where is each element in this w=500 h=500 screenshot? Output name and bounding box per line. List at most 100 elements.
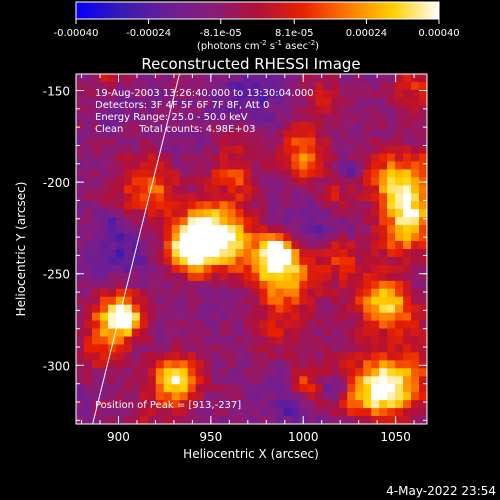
heatmap-cell xyxy=(363,416,372,424)
heatmap-cell xyxy=(251,288,261,298)
heatmap-cell xyxy=(291,233,300,242)
heatmap-cell xyxy=(387,201,396,210)
heatmap-cell xyxy=(76,328,85,338)
heatmap-cell xyxy=(171,320,181,330)
heatmap-cell xyxy=(387,81,396,91)
heatmap-cell xyxy=(395,113,404,123)
heatmap-cell xyxy=(403,400,412,409)
heatmap-cell xyxy=(395,368,404,377)
heatmap-cell xyxy=(115,312,125,322)
heatmap-cell xyxy=(347,256,356,266)
heatmap-cell xyxy=(379,392,388,401)
heatmap-cell xyxy=(259,272,269,282)
heatmap-cell xyxy=(275,376,285,385)
heatmap-cell xyxy=(323,193,332,202)
heatmap-cell xyxy=(267,129,277,139)
heatmap-cell xyxy=(139,344,149,354)
heatmap-cell xyxy=(379,233,388,242)
heatmap-cell xyxy=(323,264,332,274)
heatmap-cell xyxy=(76,256,85,266)
heatmap-cell xyxy=(323,280,332,290)
heatmap-cell xyxy=(235,177,245,186)
heatmap-cell xyxy=(76,233,85,242)
heatmap-cells xyxy=(76,74,427,424)
heatmap-cell xyxy=(99,161,109,171)
heatmap-cell xyxy=(187,304,197,314)
heatmap-cell xyxy=(387,209,396,218)
heatmap-cell xyxy=(203,169,213,179)
heatmap-cell xyxy=(203,177,213,186)
heatmap-cell xyxy=(291,368,300,377)
heatmap-cell xyxy=(379,360,388,369)
heatmap-cell xyxy=(147,209,157,218)
heatmap-cell xyxy=(307,81,316,91)
heatmap-cell xyxy=(83,225,93,234)
heatmap-cell xyxy=(395,416,404,424)
heatmap-cell xyxy=(139,408,149,417)
heatmap-cell xyxy=(155,280,165,290)
heatmap-cell xyxy=(179,360,189,369)
heatmap-cell xyxy=(259,312,269,322)
heatmap-cell xyxy=(315,185,324,194)
heatmap-cell xyxy=(131,352,141,361)
heatmap-cell xyxy=(171,352,181,361)
heatmap-cell xyxy=(139,201,149,210)
heatmap-cell xyxy=(123,272,133,282)
heatmap-cell xyxy=(99,304,109,314)
heatmap-cell xyxy=(187,408,197,417)
heatmap-cell xyxy=(299,201,308,210)
heatmap-cell xyxy=(147,249,157,258)
heatmap-cell xyxy=(99,201,109,210)
heatmap-cell xyxy=(363,288,372,298)
heatmap-cell xyxy=(411,328,420,338)
heatmap-cell xyxy=(363,209,372,218)
heatmap-cell xyxy=(291,400,300,409)
heatmap-cell xyxy=(267,185,277,194)
heatmap-cell xyxy=(91,145,101,155)
heatmap-cell xyxy=(227,233,237,242)
heatmap-cell xyxy=(387,113,396,123)
heatmap-cell xyxy=(179,137,189,147)
heatmap-cell xyxy=(163,225,173,234)
heatmap-cell xyxy=(371,352,380,361)
heatmap-cell xyxy=(147,400,157,409)
heatmap-cell xyxy=(107,209,117,218)
heatmap-cell xyxy=(179,169,189,179)
heatmap-cell xyxy=(123,161,133,171)
heatmap-cell xyxy=(139,312,149,322)
heatmap-cell xyxy=(283,344,292,354)
heatmap-cell xyxy=(115,368,125,377)
heatmap-cell xyxy=(203,193,213,202)
heatmap-cell xyxy=(227,296,237,306)
heatmap-cell xyxy=(267,272,277,282)
heatmap-cell xyxy=(227,209,237,218)
heatmap-cell xyxy=(131,400,141,409)
heatmap-cell xyxy=(411,137,420,147)
heatmap-cell xyxy=(203,217,213,226)
heatmap-cell xyxy=(379,376,388,385)
heatmap-cell xyxy=(123,360,133,369)
heatmap-cell xyxy=(331,129,340,139)
heatmap-cell xyxy=(76,280,85,290)
heatmap-cell xyxy=(251,384,261,393)
heatmap-cell xyxy=(195,241,205,250)
heatmap-cell xyxy=(163,153,173,163)
heatmap-cell xyxy=(259,360,269,369)
heatmap-cell xyxy=(259,161,269,171)
heatmap-cell xyxy=(195,209,205,218)
heatmap-cell xyxy=(331,368,340,377)
heatmap-cell xyxy=(275,288,285,298)
heatmap-cell xyxy=(219,392,229,401)
heatmap-cell xyxy=(403,113,412,123)
heatmap-cell xyxy=(243,177,253,186)
heatmap-cell xyxy=(147,225,157,234)
heatmap-cell xyxy=(379,129,388,139)
heatmap-cell xyxy=(291,288,300,298)
heatmap-cell xyxy=(147,376,157,385)
heatmap-cell xyxy=(315,121,324,131)
heatmap-cell xyxy=(259,225,269,234)
heatmap-cell xyxy=(139,209,149,218)
heatmap-cell xyxy=(291,193,300,202)
heatmap-cell xyxy=(267,288,277,298)
heatmap-cell xyxy=(419,209,427,218)
